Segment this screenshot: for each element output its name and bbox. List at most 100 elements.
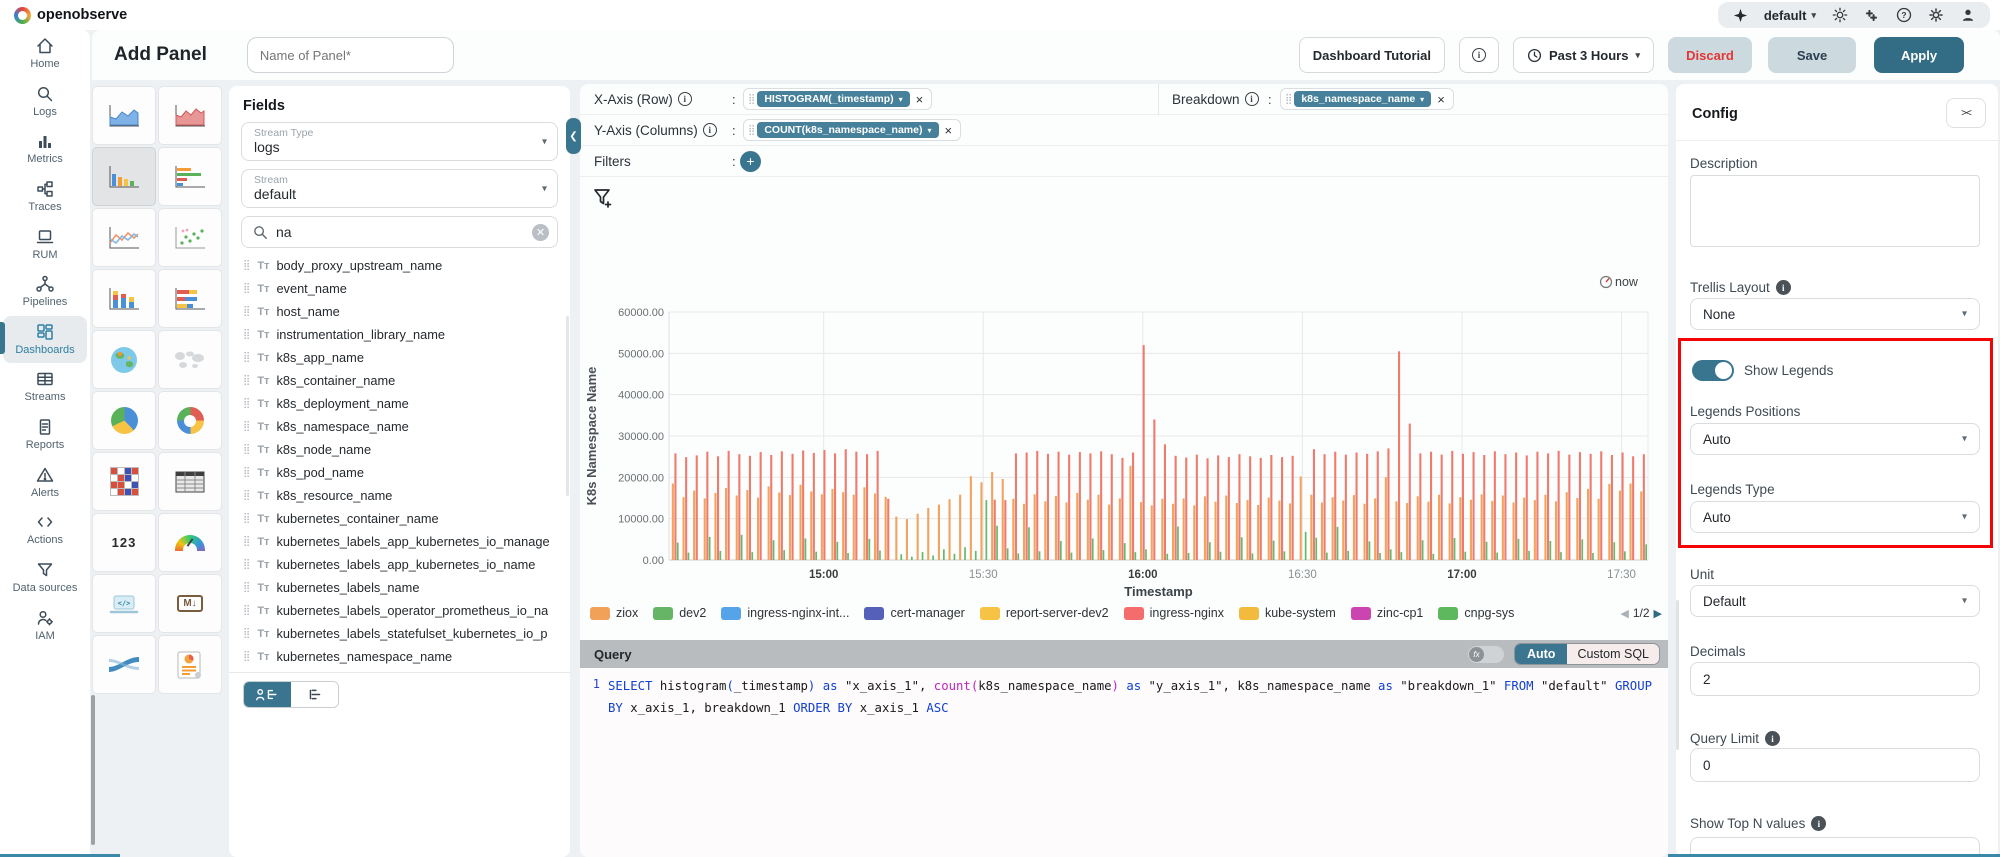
apply-button[interactable]: Apply xyxy=(1874,37,1964,73)
sidebar-item-rum[interactable]: RUM xyxy=(3,221,87,269)
chart-type-h-stacked[interactable] xyxy=(158,269,222,328)
chart-type-metric[interactable]: 123 xyxy=(92,513,156,572)
add-filter-condition-icon[interactable] xyxy=(592,186,616,215)
field-item[interactable]: ⣿Tтhost_name xyxy=(229,300,570,323)
field-item[interactable]: ⣿Tтkubernetes_labels_operator_prometheus… xyxy=(229,599,570,622)
info-icon[interactable]: i xyxy=(1765,731,1780,746)
sidebar-item-data-sources[interactable]: Data sources xyxy=(3,554,87,602)
org-selector[interactable]: default ▾ xyxy=(1764,8,1816,23)
vrl-function-toggle[interactable]: fx xyxy=(1468,646,1504,663)
add-filter-button[interactable]: + xyxy=(740,151,761,172)
all-fields-button[interactable] xyxy=(291,682,338,707)
legend-next-icon[interactable]: ▶ xyxy=(1654,607,1662,620)
unit-select[interactable]: Default ▾ xyxy=(1690,585,1980,617)
chart-type-line[interactable] xyxy=(92,208,156,267)
collapse-fields-handle[interactable]: ❮ xyxy=(566,118,581,154)
field-item[interactable]: ⣿Tтk8s_namespace_name xyxy=(229,415,570,438)
gear-icon[interactable] xyxy=(1927,7,1944,24)
user-icon[interactable] xyxy=(1959,7,1976,24)
info-button[interactable]: i xyxy=(1459,37,1499,73)
x-axis-field-chip[interactable]: HISTOGRAM(_timestamp) ▾ xyxy=(757,91,909,107)
sidebar-item-iam[interactable]: IAM xyxy=(3,602,87,650)
field-item[interactable]: ⣿Tтkubernetes_container_name xyxy=(229,507,570,530)
field-item[interactable]: ⣿Tтkubernetes_namespace_name xyxy=(229,645,570,666)
dashboard-tutorial-button[interactable]: Dashboard Tutorial xyxy=(1299,37,1445,73)
info-icon[interactable]: i xyxy=(678,92,692,106)
field-item[interactable]: ⣿Tтkubernetes_labels_app_kubernetes_io_m… xyxy=(229,530,570,553)
sidebar-item-actions[interactable]: Actions xyxy=(3,506,87,554)
field-item[interactable]: ⣿Tтk8s_resource_name xyxy=(229,484,570,507)
legend-item-cnpg-sys[interactable]: cnpg-sys xyxy=(1438,606,1514,620)
stream-select[interactable]: Stream default ▾ xyxy=(241,169,558,208)
decimals-input[interactable] xyxy=(1690,662,1980,696)
chart-type-stacked[interactable] xyxy=(92,269,156,328)
query-limit-input[interactable] xyxy=(1690,748,1980,782)
chart-type-gauge[interactable] xyxy=(158,513,222,572)
sidebar-item-pipelines[interactable]: Pipelines xyxy=(3,268,87,316)
legend-prev-icon[interactable]: ◀ xyxy=(1620,607,1628,620)
legends-positions-select[interactable]: Auto ▾ xyxy=(1690,423,1980,455)
legend-item-ziox[interactable]: ziox xyxy=(590,606,638,620)
field-item[interactable]: ⣿Tтbody_proxy_upstream_name xyxy=(229,254,570,277)
y-axis-field-chip[interactable]: COUNT(k8s_namespace_name) ▾ xyxy=(757,122,938,138)
chart-type-h-bar[interactable] xyxy=(158,147,222,206)
save-button[interactable]: Save xyxy=(1768,37,1856,73)
fields-scrollbar[interactable] xyxy=(566,316,569,496)
field-item[interactable]: ⣿Tтkubernetes_labels_name xyxy=(229,576,570,599)
auto-mode-button[interactable]: Auto xyxy=(1515,644,1567,664)
sql-editor[interactable]: 1 SELECT histogram(_timestamp) as "x_axi… xyxy=(580,668,1668,857)
legend-item-ingress-nginx-int-[interactable]: ingress-nginx-int... xyxy=(721,606,849,620)
sidebar-item-logs[interactable]: Logs xyxy=(3,78,87,126)
sidebar-item-metrics[interactable]: Metrics xyxy=(3,125,87,173)
ai-sparkle-icon[interactable] xyxy=(1732,7,1749,24)
sidebar-item-reports[interactable]: Reports xyxy=(3,411,87,459)
drag-handle-icon[interactable]: ⣿ xyxy=(748,94,755,105)
legend-item-kube-system[interactable]: kube-system xyxy=(1239,606,1336,620)
remove-y-axis-field-icon[interactable]: × xyxy=(941,123,957,138)
field-item[interactable]: ⣿Tтk8s_app_name xyxy=(229,346,570,369)
info-icon[interactable]: i xyxy=(1245,92,1259,106)
stream-type-select[interactable]: Stream Type logs ▾ xyxy=(241,122,558,161)
chart-type-scatter[interactable] xyxy=(158,208,222,267)
collapse-config-button[interactable]: >< xyxy=(1946,98,1986,128)
field-item[interactable]: ⣿Tтk8s_pod_name xyxy=(229,461,570,484)
clear-search-icon[interactable]: ✕ xyxy=(532,224,549,241)
field-item[interactable]: ⣿Tтevent_name xyxy=(229,277,570,300)
show-legends-toggle[interactable] xyxy=(1692,360,1734,381)
legend-item-report-server-dev2[interactable]: report-server-dev2 xyxy=(980,606,1109,620)
panel-name-input[interactable] xyxy=(247,37,454,73)
drag-handle-icon[interactable]: ⣿ xyxy=(1285,94,1292,105)
sidebar-item-alerts[interactable]: Alerts xyxy=(3,459,87,507)
time-range-button[interactable]: Past 3 Hours ▾ xyxy=(1513,37,1654,73)
breakdown-field-chip[interactable]: k8s_namespace_name ▾ xyxy=(1294,91,1431,107)
chart-type-scrollbar[interactable] xyxy=(91,695,95,845)
chart-type-maps[interactable] xyxy=(158,330,222,389)
field-item[interactable]: ⣿Tтinstrumentation_library_name xyxy=(229,323,570,346)
chart-type-bar[interactable] xyxy=(92,147,156,206)
remove-breakdown-field-icon[interactable]: × xyxy=(1433,92,1449,107)
chart-type-geomap[interactable] xyxy=(92,330,156,389)
chart-type-custom[interactable] xyxy=(158,635,222,694)
legend-item-ingress-nginx[interactable]: ingress-nginx xyxy=(1124,606,1224,620)
sidebar-item-traces[interactable]: Traces xyxy=(3,173,87,221)
description-textarea[interactable] xyxy=(1690,175,1980,247)
field-item[interactable]: ⣿Tтk8s_deployment_name xyxy=(229,392,570,415)
chart-type-heatmap[interactable] xyxy=(92,452,156,511)
user-defined-schema-button[interactable] xyxy=(244,682,291,707)
info-icon[interactable]: i xyxy=(1776,280,1791,295)
openobserve-logo[interactable]: openobserve xyxy=(14,7,127,24)
legends-type-select[interactable]: Auto ▾ xyxy=(1690,501,1980,533)
trellis-select[interactable]: None ▾ xyxy=(1690,298,1980,330)
field-item[interactable]: ⣿Tтk8s_node_name xyxy=(229,438,570,461)
legend-item-cert-manager[interactable]: cert-manager xyxy=(864,606,964,620)
discard-button[interactable]: Discard xyxy=(1668,37,1752,73)
chart-area[interactable]: now60000.0050000.0040000.0030000.0020000… xyxy=(580,230,1668,590)
chart-type-area[interactable] xyxy=(92,86,156,145)
sidebar-item-home[interactable]: Home xyxy=(3,30,87,78)
field-item[interactable]: ⣿Tтk8s_container_name xyxy=(229,369,570,392)
chart-type-donut[interactable] xyxy=(158,391,222,450)
info-icon[interactable]: i xyxy=(1811,816,1826,831)
field-item[interactable]: ⣿Tтkubernetes_labels_app_kubernetes_io_n… xyxy=(229,553,570,576)
slack-icon[interactable] xyxy=(1863,7,1880,24)
sidebar-item-dashboards[interactable]: Dashboards xyxy=(3,316,87,364)
